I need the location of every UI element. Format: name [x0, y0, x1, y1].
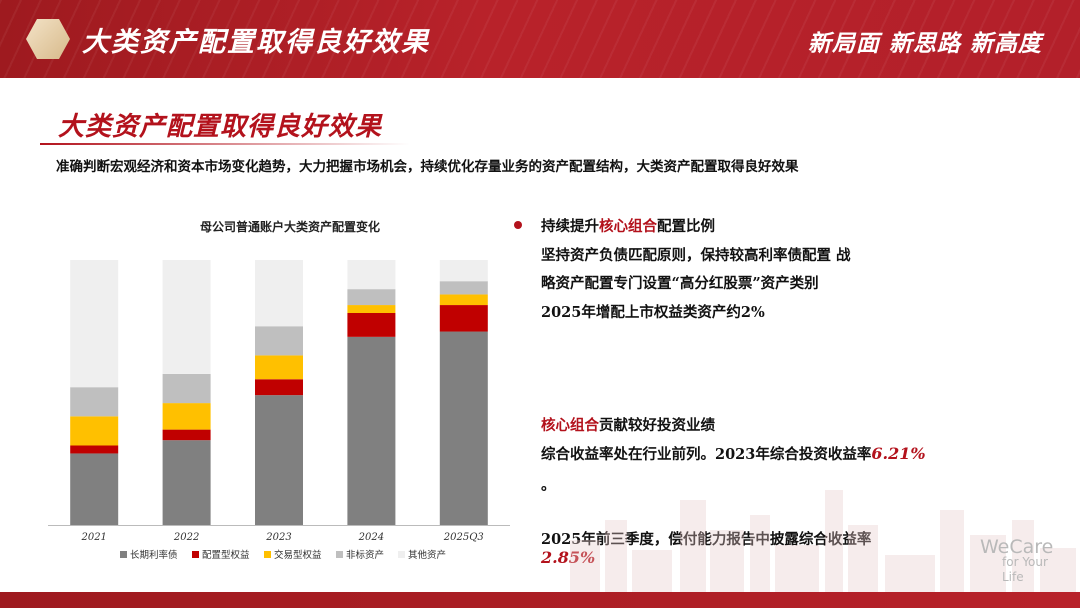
bar-segment-2025Q3-1 — [439, 305, 488, 332]
return-2023-value: 6.21% — [871, 444, 926, 463]
bar-segment-2025Q3-4 — [439, 260, 488, 282]
bar-segment-2025Q3-0 — [439, 331, 488, 525]
bar-segment-2023-1 — [255, 379, 303, 396]
legend-label: 非标资产 — [346, 549, 384, 561]
watermark-line1: WeCare — [980, 536, 1054, 558]
bar-segment-2023-3 — [255, 326, 303, 356]
x-tick-label: 2024 — [358, 532, 384, 543]
point1-line3: 2025年增配上市权益类资产约2% — [541, 304, 765, 321]
bar-segment-2021-0 — [70, 453, 119, 525]
point1-post: 配置比例 — [657, 218, 715, 235]
x-tick-label: 2025Q3 — [443, 532, 484, 543]
bar-segment-2022-4 — [162, 260, 211, 374]
bar-segment-2021-4 — [70, 260, 119, 388]
point2-line1: 综合收益率处在行业前列。2023年综合投资收益率6.21% — [541, 443, 926, 464]
return-2025-value: 2.85% — [541, 548, 596, 567]
point2-line2: 2025年前三季度，偿付能力报告中披露综合收益率 — [541, 531, 872, 548]
bar-segment-2024-0 — [347, 336, 396, 525]
bar-segment-2022-1 — [162, 429, 211, 441]
chart-title: 母公司普通账户大类资产配置变化 — [199, 220, 380, 234]
bar-segment-2024-3 — [347, 289, 396, 306]
x-tick-label: 2023 — [265, 532, 291, 543]
bar-segment-2022-2 — [162, 403, 211, 430]
point1-line1: 坚持资产负债匹配原则，保持较高利率债配置 战 — [541, 247, 851, 264]
point2-highlight: 核心组合 — [541, 417, 599, 434]
bar-segment-2021-1 — [70, 445, 119, 454]
legend-swatch — [192, 551, 199, 558]
point1-line2: 略资产配置专门设置“高分红股票”资产类别 — [541, 275, 819, 292]
footer-bar — [0, 592, 1080, 608]
point1-highlight: 核心组合 — [599, 218, 657, 235]
bar-segment-2022-3 — [162, 373, 211, 404]
watermark-line3: Life — [1002, 570, 1024, 584]
banner-title: 大类资产配置取得良好效果 — [82, 27, 430, 58]
bar-segment-2021-2 — [70, 416, 119, 446]
legend-swatch — [336, 551, 343, 558]
section-subtitle: 准确判断宏观经济和资本市场变化趋势，大力把握市场机会，持续优化存量业务的资产配置… — [56, 159, 799, 175]
wecare-watermark: WeCare for Your Life — [980, 538, 1053, 585]
bullet-dot-icon — [514, 221, 522, 229]
legend-swatch — [264, 551, 271, 558]
bar-segment-2025Q3-3 — [439, 281, 488, 295]
point2-post: 贡献较好投资业绩 — [599, 417, 715, 434]
bar-segment-2023-2 — [255, 355, 303, 380]
title-underline — [40, 143, 410, 145]
legend-label: 配置型权益 — [202, 549, 250, 561]
bar-segment-2025Q3-2 — [439, 294, 488, 306]
x-tick-label: 2021 — [80, 532, 106, 543]
point2-heading: 核心组合贡献较好投资业绩 — [541, 414, 715, 435]
bar-segment-2023-4 — [255, 260, 303, 327]
legend-swatch — [398, 551, 405, 558]
legend-label: 其他资产 — [408, 549, 446, 561]
bar-segment-2022-0 — [162, 440, 211, 525]
point1-pre: 持续提升 — [541, 218, 599, 235]
bar-segment-2024-4 — [347, 260, 396, 290]
legend-label: 长期利率债 — [130, 549, 178, 561]
x-tick-label: 2022 — [173, 532, 199, 543]
stacked-bar-chart: 2021 2022 2023 2024 2025Q3 长期利率债 配置型权益 交易型权益 非标资… — [48, 260, 510, 561]
watermark-line2: for Your — [1002, 555, 1048, 569]
point1-heading: 持续提升核心组合配置比例 — [541, 215, 715, 236]
bar-segment-2024-1 — [347, 313, 396, 337]
bar-segment-2024-2 — [347, 305, 396, 313]
legend-swatch — [120, 551, 127, 558]
banner-slogan: 新局面 新思路 新高度 — [807, 31, 1042, 57]
bar-segment-2021-3 — [70, 387, 119, 417]
legend-label: 交易型权益 — [274, 549, 322, 561]
banner-pattern — [0, 0, 1080, 78]
point2-line1-end: 。 — [541, 477, 556, 494]
city-skyline-decoration — [570, 490, 1076, 592]
point2-line1-text: 综合收益率处在行业前列。2023年综合投资收益率 — [541, 446, 872, 463]
bar-segment-2023-0 — [255, 395, 303, 525]
header-banner: 大类资产配置取得良好效果 新局面 新思路 新高度 — [0, 0, 1080, 78]
section-title: 大类资产配置取得良好效果 — [58, 112, 383, 142]
